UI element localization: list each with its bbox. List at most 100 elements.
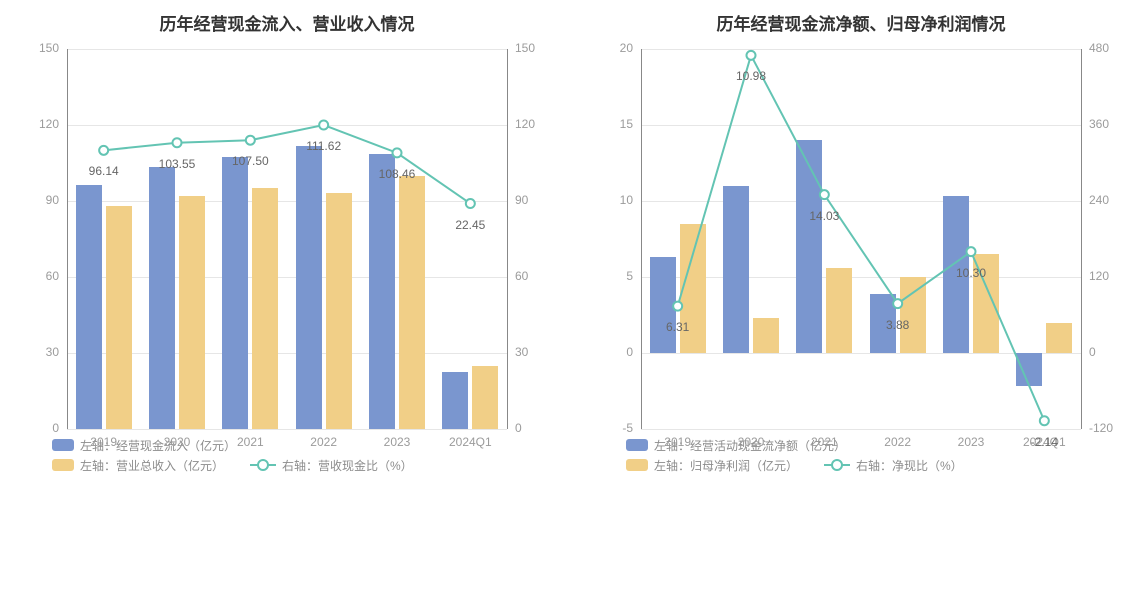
y-right-tick: -120 xyxy=(1089,421,1113,435)
legend-item: 右轴：净现比（%） xyxy=(824,457,963,474)
y-right-tick: 120 xyxy=(1089,269,1109,283)
bar xyxy=(106,206,132,429)
gridline xyxy=(67,125,507,126)
y-right-tick: 0 xyxy=(515,421,522,435)
bar xyxy=(326,193,352,429)
gridline xyxy=(641,429,1081,430)
x-tick: 2024Q1 xyxy=(449,435,492,449)
chart-right: -505101520-12001202403604802019202020212… xyxy=(601,49,1121,429)
legend-row: 左轴：营业总收入（亿元） 右轴：营收现金比（%） xyxy=(14,455,560,475)
point-label: 22.45 xyxy=(455,218,485,232)
x-tick: 2023 xyxy=(384,435,411,449)
axis-vline xyxy=(1081,49,1082,429)
legend-swatch-line xyxy=(824,459,850,471)
bar xyxy=(1016,353,1042,386)
y-left-tick: 5 xyxy=(601,269,633,283)
bar xyxy=(650,257,676,353)
bar xyxy=(252,188,278,429)
chart-title-right: 历年经营现金流净额、归母净利润情况 xyxy=(588,10,1134,35)
bar xyxy=(76,185,102,429)
y-left-tick: -5 xyxy=(601,421,633,435)
y-right-tick: 0 xyxy=(1089,345,1096,359)
gridline xyxy=(641,49,1081,50)
point-label: 96.14 xyxy=(89,164,119,178)
bar xyxy=(796,140,822,353)
legend-item: 左轴：归母净利润（亿元） xyxy=(626,457,798,474)
axis-vline xyxy=(507,49,508,429)
axis-vline xyxy=(641,49,642,429)
line-series xyxy=(641,49,1081,429)
point-label: 111.62 xyxy=(306,139,341,153)
gridline xyxy=(641,277,1081,278)
legend-swatch-bar xyxy=(626,459,648,471)
point-label: 10.98 xyxy=(736,69,766,83)
point-label: 14.03 xyxy=(809,209,839,223)
legend-item: 左轴：经营现金流入（亿元） xyxy=(52,437,236,454)
bar xyxy=(369,154,395,429)
x-tick: 2021 xyxy=(811,435,838,449)
x-tick: 2022 xyxy=(310,435,337,449)
y-left-tick: 60 xyxy=(27,269,59,283)
legend-swatch-line xyxy=(250,459,276,471)
legend-row: 左轴：归母净利润（亿元） 右轴：净现比（%） xyxy=(588,455,1134,475)
point-label: 6.31 xyxy=(666,320,689,334)
y-right-tick: 120 xyxy=(515,117,535,131)
right-panel: 历年经营现金流净额、归母净利润情况 -505101520-12001202403… xyxy=(574,0,1148,589)
x-tick: 2021 xyxy=(237,435,264,449)
chart-left: 0306090120150030609012015020192020202120… xyxy=(27,49,547,429)
point-label: 103.55 xyxy=(159,157,196,171)
bar xyxy=(723,186,749,353)
y-right-tick: 240 xyxy=(1089,193,1109,207)
y-left-tick: 120 xyxy=(27,117,59,131)
gridline xyxy=(67,49,507,50)
y-left-tick: 150 xyxy=(27,41,59,55)
legend-label: 右轴：营收现金比（%） xyxy=(282,457,413,474)
axis-vline xyxy=(67,49,68,429)
gridline xyxy=(67,201,507,202)
bar xyxy=(753,318,779,353)
legend-swatch-bar xyxy=(52,459,74,471)
x-tick: 2020 xyxy=(164,435,191,449)
legend-item: 左轴：营业总收入（亿元） xyxy=(52,457,224,474)
chart-title-left: 历年经营现金流入、营业收入情况 xyxy=(14,10,560,35)
bar xyxy=(149,167,175,429)
bar xyxy=(826,268,852,353)
bar xyxy=(399,176,425,429)
point-label: 108.46 xyxy=(379,167,416,181)
legend-item: 右轴：营收现金比（%） xyxy=(250,457,413,474)
y-right-tick: 150 xyxy=(515,41,535,55)
x-tick: 2022 xyxy=(884,435,911,449)
gridline xyxy=(67,353,507,354)
x-tick: 2019 xyxy=(90,435,117,449)
y-right-tick: 60 xyxy=(515,269,528,283)
y-right-tick: 90 xyxy=(515,193,528,207)
bar xyxy=(1046,323,1072,353)
y-right-tick: 30 xyxy=(515,345,528,359)
legend-label: 左轴：归母净利润（亿元） xyxy=(654,457,798,474)
legend-swatch-bar xyxy=(626,439,648,451)
legend-label: 右轴：净现比（%） xyxy=(856,457,963,474)
gridline xyxy=(641,201,1081,202)
y-left-tick: 15 xyxy=(601,117,633,131)
y-left-tick: 90 xyxy=(27,193,59,207)
gridline xyxy=(641,125,1081,126)
line-series xyxy=(67,49,507,429)
x-tick: 2023 xyxy=(958,435,985,449)
x-tick: 2019 xyxy=(664,435,691,449)
gridline xyxy=(641,353,1081,354)
plot-area: 0306090120150030609012015020192020202120… xyxy=(67,49,507,429)
plot-area: -505101520-12001202403604802019202020212… xyxy=(641,49,1081,429)
bar xyxy=(179,196,205,429)
x-tick: 2020 xyxy=(738,435,765,449)
legend-swatch-bar xyxy=(52,439,74,451)
y-left-tick: 10 xyxy=(601,193,633,207)
gridline xyxy=(67,277,507,278)
bar xyxy=(296,146,322,429)
charts-container: 历年经营现金流入、营业收入情况 030609012015003060901201… xyxy=(0,0,1148,589)
y-left-tick: 0 xyxy=(601,345,633,359)
legend-label: 左轴：营业总收入（亿元） xyxy=(80,457,224,474)
point-label: -2.14 xyxy=(1031,435,1058,449)
left-panel: 历年经营现金流入、营业收入情况 030609012015003060901201… xyxy=(0,0,574,589)
y-left-tick: 0 xyxy=(27,421,59,435)
y-right-tick: 360 xyxy=(1089,117,1109,131)
